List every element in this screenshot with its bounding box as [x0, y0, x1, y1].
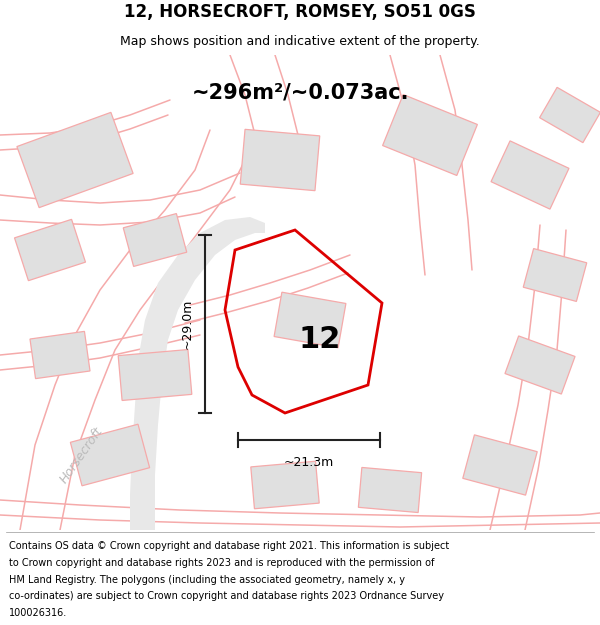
Polygon shape [251, 461, 319, 509]
Text: to Crown copyright and database rights 2023 and is reproduced with the permissio: to Crown copyright and database rights 2… [9, 558, 434, 568]
Text: Map shows position and indicative extent of the property.: Map shows position and indicative extent… [120, 35, 480, 48]
Polygon shape [358, 468, 422, 512]
Polygon shape [70, 424, 149, 486]
Text: 100026316.: 100026316. [9, 608, 67, 618]
Polygon shape [505, 336, 575, 394]
Text: HM Land Registry. The polygons (including the associated geometry, namely x, y: HM Land Registry. The polygons (includin… [9, 574, 405, 584]
Text: co-ordinates) are subject to Crown copyright and database rights 2023 Ordnance S: co-ordinates) are subject to Crown copyr… [9, 591, 444, 601]
Polygon shape [123, 214, 187, 266]
Text: 12: 12 [299, 326, 341, 354]
Polygon shape [274, 292, 346, 348]
Polygon shape [14, 219, 85, 281]
Polygon shape [523, 249, 587, 301]
Polygon shape [118, 349, 192, 401]
Polygon shape [240, 129, 320, 191]
Polygon shape [30, 331, 90, 379]
Text: Horsecroft: Horsecroft [58, 424, 106, 486]
Text: ~296m²/~0.073ac.: ~296m²/~0.073ac. [191, 83, 409, 103]
Polygon shape [130, 217, 265, 530]
Text: ~21.3m: ~21.3m [284, 456, 334, 469]
Text: Contains OS data © Crown copyright and database right 2021. This information is : Contains OS data © Crown copyright and d… [9, 541, 449, 551]
Polygon shape [491, 141, 569, 209]
Polygon shape [17, 112, 133, 208]
Polygon shape [383, 94, 478, 176]
Polygon shape [539, 88, 600, 142]
Text: ~29.0m: ~29.0m [181, 299, 193, 349]
Text: 12, HORSECROFT, ROMSEY, SO51 0GS: 12, HORSECROFT, ROMSEY, SO51 0GS [124, 3, 476, 21]
Polygon shape [463, 435, 537, 495]
